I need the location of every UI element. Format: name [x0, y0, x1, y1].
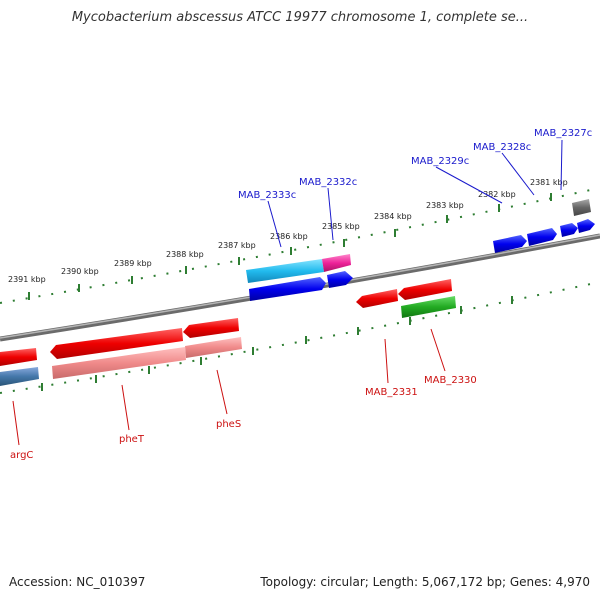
gene-argC[interactable] [0, 367, 39, 386]
gene-mab2326[interactable] [572, 199, 591, 216]
label-pheS[interactable]: pheS [216, 419, 241, 430]
gene-mab2331c[interactable] [327, 271, 353, 288]
gene-mab2330[interactable] [401, 296, 456, 318]
accession-text: Accession: NC_010397 [9, 575, 146, 589]
gene-pheT[interactable] [52, 347, 186, 379]
label-mab2330[interactable]: MAB_2330 [424, 375, 477, 386]
tick-label-2381: 2381 kbp [530, 178, 568, 187]
label-mab2332c[interactable]: MAB_2332c [299, 177, 357, 188]
gene-mab2334c[interactable] [249, 277, 326, 301]
tick-label-2382: 2382 kbp [478, 190, 516, 199]
reverse-callouts [12, 328, 446, 446]
map-title: Mycobacterium abscessus ATCC 19977 chrom… [71, 10, 529, 25]
gene-mab2326c[interactable] [577, 219, 595, 233]
gene-mab2333c[interactable] [246, 259, 324, 283]
tick-label-2388: 2388 kbp [166, 250, 204, 259]
forward-genes [246, 199, 595, 301]
tick-label-2384: 2384 kbp [374, 212, 412, 221]
tick-label-2391: 2391 kbp [8, 275, 46, 284]
label-mab2327c[interactable]: MAB_2327c [534, 128, 592, 139]
label-mab2329c[interactable]: MAB_2329c [411, 156, 469, 167]
major-ticks [28, 193, 552, 391]
forward-callouts [267, 139, 563, 248]
gene-pheS-red[interactable] [183, 318, 239, 338]
gene-argC-red[interactable] [0, 348, 37, 366]
label-mab2328c[interactable]: MAB_2328c [473, 142, 531, 153]
tick-label-2389: 2389 kbp [114, 259, 152, 268]
label-mab2331[interactable]: MAB_2331 [365, 387, 418, 398]
gene-mab2327c[interactable] [560, 223, 578, 237]
reverse-genes [0, 279, 456, 386]
label-mab2333c[interactable]: MAB_2333c [238, 190, 296, 201]
gene-mab2331[interactable] [356, 289, 398, 308]
gene-pheT-red[interactable] [50, 328, 183, 359]
gene-pheS[interactable] [185, 337, 242, 358]
tick-label-2386: 2386 kbp [270, 232, 308, 241]
gene-mab2330-red[interactable] [398, 279, 452, 300]
label-pheT[interactable]: pheT [119, 434, 145, 445]
gene-mab2328c[interactable] [527, 228, 557, 246]
tick-label-2383: 2383 kbp [426, 201, 464, 210]
topology-text: Topology: circular; Length: 5,067,172 bp… [260, 575, 590, 589]
tick-label-2385: 2385 kbp [322, 222, 360, 231]
gene-mab2329c[interactable] [493, 235, 527, 253]
label-argC[interactable]: argC [10, 450, 33, 461]
gene-mab2332c[interactable] [322, 254, 351, 272]
tick-label-2387: 2387 kbp [218, 241, 256, 250]
reverse-scale-track [0, 281, 600, 394]
tick-label-2390: 2390 kbp [61, 267, 99, 276]
